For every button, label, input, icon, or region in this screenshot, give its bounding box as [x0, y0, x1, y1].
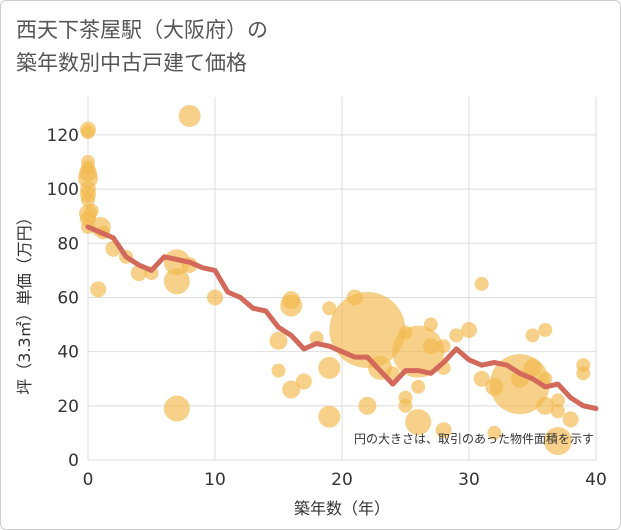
y-tick-label: 60: [57, 288, 79, 308]
bubble-point: [163, 395, 190, 422]
y-tick-label: 20: [57, 397, 79, 417]
bubble-point: [207, 289, 223, 306]
bubble-point: [435, 422, 452, 439]
bubble-point: [436, 339, 451, 354]
bubble-point: [282, 380, 301, 399]
bubble-point: [473, 370, 490, 387]
bubble-point: [269, 331, 288, 350]
y-tick-labels: 0 20 40 60 80 100 120: [47, 126, 79, 471]
bubble-size-note: 円の大きさは、取引のあった物件面積を示す: [354, 431, 594, 446]
bubble-point: [163, 268, 190, 295]
bubble-point: [525, 328, 540, 343]
bubble-point: [309, 331, 324, 346]
bubble-point: [423, 317, 438, 332]
bubble-point: [422, 338, 439, 355]
bubble-point: [295, 373, 312, 390]
y-tick-label: 40: [57, 343, 79, 363]
bubble-point: [178, 104, 201, 127]
bubble-point: [81, 192, 95, 207]
bubble-point: [411, 379, 426, 394]
y-tick-label: 0: [68, 451, 79, 471]
x-tick-label: 0: [83, 470, 94, 490]
bubble-point: [449, 328, 464, 343]
bubble-point: [318, 356, 341, 379]
bubble-point: [536, 396, 555, 415]
x-tick-label: 10: [204, 470, 226, 490]
bubble-point: [90, 281, 107, 298]
y-tick-label: 120: [47, 126, 79, 146]
bubble-point: [576, 366, 591, 381]
bubble-point: [358, 396, 377, 415]
bubble-point: [550, 393, 565, 408]
bubble-point: [538, 322, 553, 337]
x-tick-label: 30: [458, 470, 480, 490]
bubble-point: [550, 404, 565, 419]
bubble-point: [322, 301, 337, 316]
bubble-point: [271, 363, 286, 378]
bubble-point: [282, 291, 301, 310]
bubble-point: [329, 291, 406, 368]
bubble-point: [523, 358, 542, 377]
bubble-point: [461, 321, 477, 338]
chart-title-line-2: 築年数別中古戸建て価格: [16, 51, 247, 75]
bubble-point: [398, 398, 413, 413]
bubble-point: [562, 411, 579, 428]
y-axis-label: 坪（3.3㎡）単価（万円）: [15, 209, 34, 394]
bubble-point: [398, 325, 413, 340]
x-tick-label: 20: [331, 470, 353, 490]
bubble-point: [318, 405, 341, 428]
grid-lines: [87, 97, 597, 461]
chart-title-line-1: 西天下茶屋駅（大阪府）の: [16, 18, 268, 42]
chart-title: 西天下茶屋駅（大阪府）の 築年数別中古戸建て価格: [16, 14, 268, 80]
bubble-point: [485, 377, 504, 396]
bubble-point: [487, 425, 502, 440]
x-tick-labels: 0 10 20 30 40: [83, 470, 607, 490]
y-tick-label: 80: [57, 234, 79, 254]
bubble-point: [81, 160, 95, 175]
bubble-point: [81, 125, 95, 140]
bubble-point: [84, 203, 99, 218]
bubble-point: [405, 409, 432, 436]
y-tick-label: 100: [47, 180, 79, 200]
x-tick-label: 40: [585, 470, 607, 490]
x-axis-label: 築年数（年）: [294, 499, 390, 518]
bubble-point: [346, 289, 363, 306]
bubble-point: [543, 427, 572, 456]
bubble-point: [474, 276, 489, 291]
trend-line: [85, 224, 599, 411]
